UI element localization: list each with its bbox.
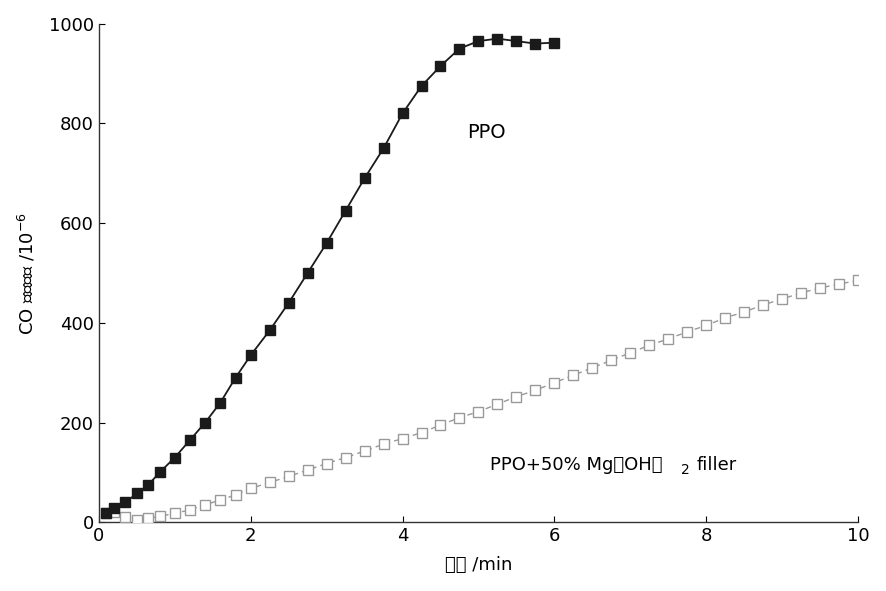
X-axis label: 时间 /min: 时间 /min (445, 556, 512, 574)
Text: filler: filler (697, 456, 737, 474)
Text: PPO+50% Mg（OH）: PPO+50% Mg（OH） (490, 456, 663, 474)
Y-axis label: CO 排放含量 /10$^{-6}$: CO 排放含量 /10$^{-6}$ (17, 212, 38, 335)
Text: PPO: PPO (467, 124, 506, 142)
Text: 2: 2 (681, 463, 690, 477)
